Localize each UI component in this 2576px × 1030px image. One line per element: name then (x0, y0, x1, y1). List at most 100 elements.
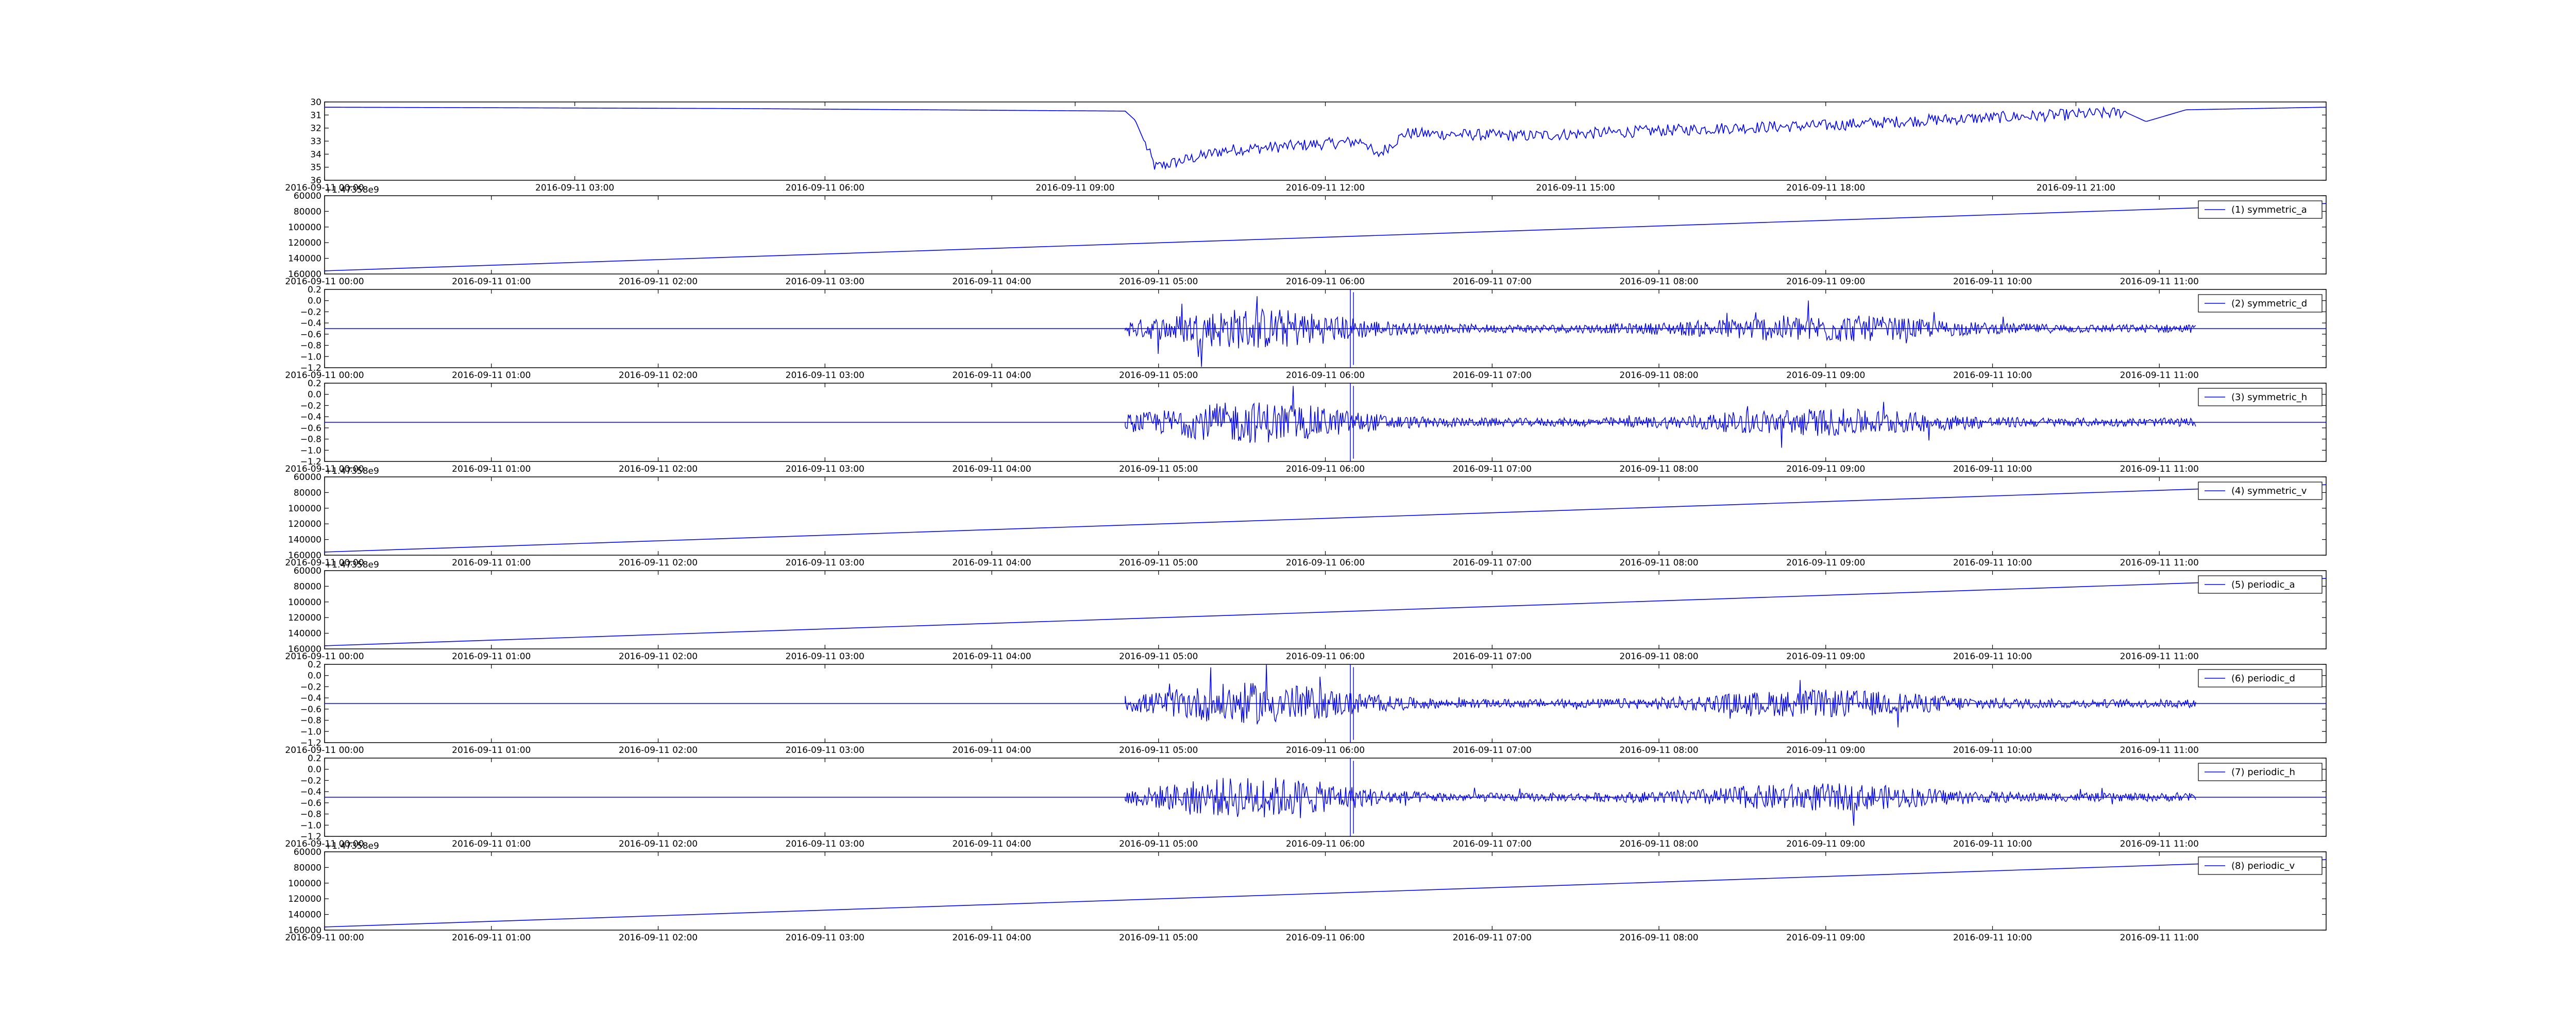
panel-3: 0.20.0−0.2−0.4−0.6−0.8−1.0−1.22016-09-11… (285, 285, 2327, 381)
x-tick-label: 2016-09-11 11:00 (2120, 933, 2199, 943)
x-tick-label: 2016-09-11 09:00 (1786, 370, 1865, 381)
y-tick-label: 80000 (294, 863, 321, 873)
y-tick-label: −0.2 (300, 776, 321, 786)
y-tick-label: −0.2 (300, 401, 321, 411)
x-tick-label: 2016-09-11 10:00 (1953, 277, 2032, 287)
legend-label: (2) symmetric_d (2231, 298, 2307, 309)
y-tick-label: 60000 (294, 472, 321, 483)
x-tick-label: 2016-09-11 03:00 (786, 464, 865, 474)
x-tick-label: 2016-09-11 10:00 (1953, 651, 2032, 662)
y-tick-label: 120000 (288, 613, 321, 623)
x-tick-label: 2016-09-11 15:00 (1536, 183, 1615, 193)
x-tick-label: 2016-09-11 05:00 (1119, 839, 1198, 849)
legend-label: (5) periodic_a (2231, 579, 2295, 590)
panel-5: 60000800001000001200001400001600002016-0… (285, 466, 2327, 568)
x-tick-label: 2016-09-11 03:00 (786, 839, 865, 849)
axes-frame (324, 570, 2327, 649)
x-tick-label: 2016-09-11 11:00 (2120, 464, 2199, 474)
y-tick-label: −1.2 (300, 363, 321, 373)
series-line (324, 484, 2327, 553)
x-tick-label: 2016-09-11 01:00 (452, 839, 531, 849)
x-tick-label: 2016-09-11 08:00 (1619, 277, 1698, 287)
x-tick-label: 2016-09-11 02:00 (619, 839, 698, 849)
x-tick-label: 2016-09-11 07:00 (1453, 370, 1532, 381)
x-tick-label: 2016-09-11 09:00 (1786, 558, 1865, 568)
y-tick-label: 60000 (294, 566, 321, 576)
y-tick-label: −1.2 (300, 832, 321, 842)
x-tick-label: 2016-09-11 03:00 (786, 745, 865, 756)
panel-7: 0.20.0−0.2−0.4−0.6−0.8−1.0−1.22016-09-11… (285, 660, 2327, 756)
x-tick-label: 2016-09-11 06:00 (1286, 745, 1365, 756)
x-tick-label: 2016-09-11 06:00 (1286, 933, 1365, 943)
legend-box (2198, 669, 2323, 688)
y-tick-label: 0.2 (308, 379, 321, 389)
x-tick-label: 2016-09-11 01:00 (452, 558, 531, 568)
x-tick-label: 2016-09-11 10:00 (1953, 370, 2032, 381)
y-tick-label: −1.0 (300, 727, 321, 737)
x-tick-label: 2016-09-11 08:00 (1619, 651, 1698, 662)
x-tick-label: 2016-09-11 05:00 (1119, 277, 1198, 287)
legend-label: (6) periodic_d (2231, 673, 2295, 684)
series-line (324, 203, 2327, 271)
y-tick-label: 140000 (288, 254, 321, 264)
y-tick-label: 160000 (288, 551, 321, 561)
x-tick-label: 2016-09-11 00:00 (285, 464, 364, 474)
x-tick-label: 2016-09-11 21:00 (2037, 183, 2115, 193)
x-tick-label: 2016-09-11 04:00 (952, 277, 1031, 287)
x-tick-label: 2016-09-11 07:00 (1453, 745, 1532, 756)
offset-text: +1.47358e9 (325, 560, 379, 570)
x-tick-label: 2016-09-11 05:00 (1119, 558, 1198, 568)
x-tick-label: 2016-09-11 03:00 (535, 183, 614, 193)
x-tick-label: 2016-09-11 10:00 (1953, 558, 2032, 568)
y-tick-label: 120000 (288, 894, 321, 904)
panel-8: 0.20.0−0.2−0.4−0.6−0.8−1.0−1.22016-09-11… (285, 753, 2327, 849)
y-tick-label: 31 (310, 110, 321, 121)
y-tick-label: 0.0 (308, 671, 321, 681)
x-tick-label: 2016-09-11 03:00 (786, 933, 865, 943)
legend: (8) periodic_v (2198, 856, 2323, 875)
legend: (7) periodic_h (2198, 763, 2323, 781)
x-tick-label: 2016-09-11 02:00 (619, 558, 698, 568)
x-tick-label: 2016-09-11 02:00 (619, 933, 698, 943)
x-tick-label: 2016-09-11 07:00 (1453, 839, 1532, 849)
x-tick-label: 2016-09-11 00:00 (285, 933, 364, 943)
y-tick-label: −0.6 (300, 798, 321, 809)
y-tick-label: 60000 (294, 191, 321, 201)
y-tick-label: −0.6 (300, 705, 321, 715)
x-tick-label: 2016-09-11 18:00 (1786, 183, 1865, 193)
x-tick-label: 2016-09-11 06:00 (1286, 651, 1365, 662)
panel-6: 60000800001000001200001400001600002016-0… (285, 560, 2327, 662)
axes-frame (324, 476, 2327, 556)
y-tick-label: 36 (310, 176, 321, 186)
legend: (5) periodic_a (2198, 575, 2323, 594)
legend: (6) periodic_d (2198, 669, 2323, 688)
x-tick-label: 2016-09-11 05:00 (1119, 933, 1198, 943)
x-tick-label: 2016-09-11 06:00 (1286, 277, 1365, 287)
series-line (324, 106, 2327, 170)
y-tick-label: −0.2 (300, 307, 321, 317)
y-tick-label: 160000 (288, 269, 321, 280)
offset-text: +1.47358e9 (325, 185, 379, 195)
x-tick-label: 2016-09-11 11:00 (2120, 651, 2199, 662)
offset-text: +1.47358e9 (325, 466, 379, 476)
y-tick-label: 80000 (294, 581, 321, 592)
x-tick-label: 2016-09-11 09:00 (1786, 933, 1865, 943)
x-tick-label: 2016-09-11 00:00 (285, 651, 364, 662)
y-tick-label: 0.2 (308, 660, 321, 670)
x-tick-label: 2016-09-11 06:00 (1286, 558, 1365, 568)
panel-2: 60000800001000001200001400001600002016-0… (285, 185, 2327, 287)
legend-label: (3) symmetric_h (2231, 392, 2307, 403)
series-line (324, 578, 2327, 646)
legend-label: (4) symmetric_v (2231, 486, 2307, 496)
y-tick-label: −0.4 (300, 693, 321, 703)
y-tick-label: −0.8 (300, 341, 321, 351)
y-tick-label: 140000 (288, 910, 321, 920)
x-tick-label: 2016-09-11 09:00 (1786, 277, 1865, 287)
x-tick-label: 2016-09-11 00:00 (285, 277, 364, 287)
x-tick-label: 2016-09-11 08:00 (1619, 558, 1698, 568)
x-tick-label: 2016-09-11 11:00 (2120, 370, 2199, 381)
x-tick-label: 2016-09-11 03:00 (786, 651, 865, 662)
x-tick-label: 2016-09-11 04:00 (952, 651, 1031, 662)
x-tick-label: 2016-09-11 00:00 (285, 183, 364, 193)
